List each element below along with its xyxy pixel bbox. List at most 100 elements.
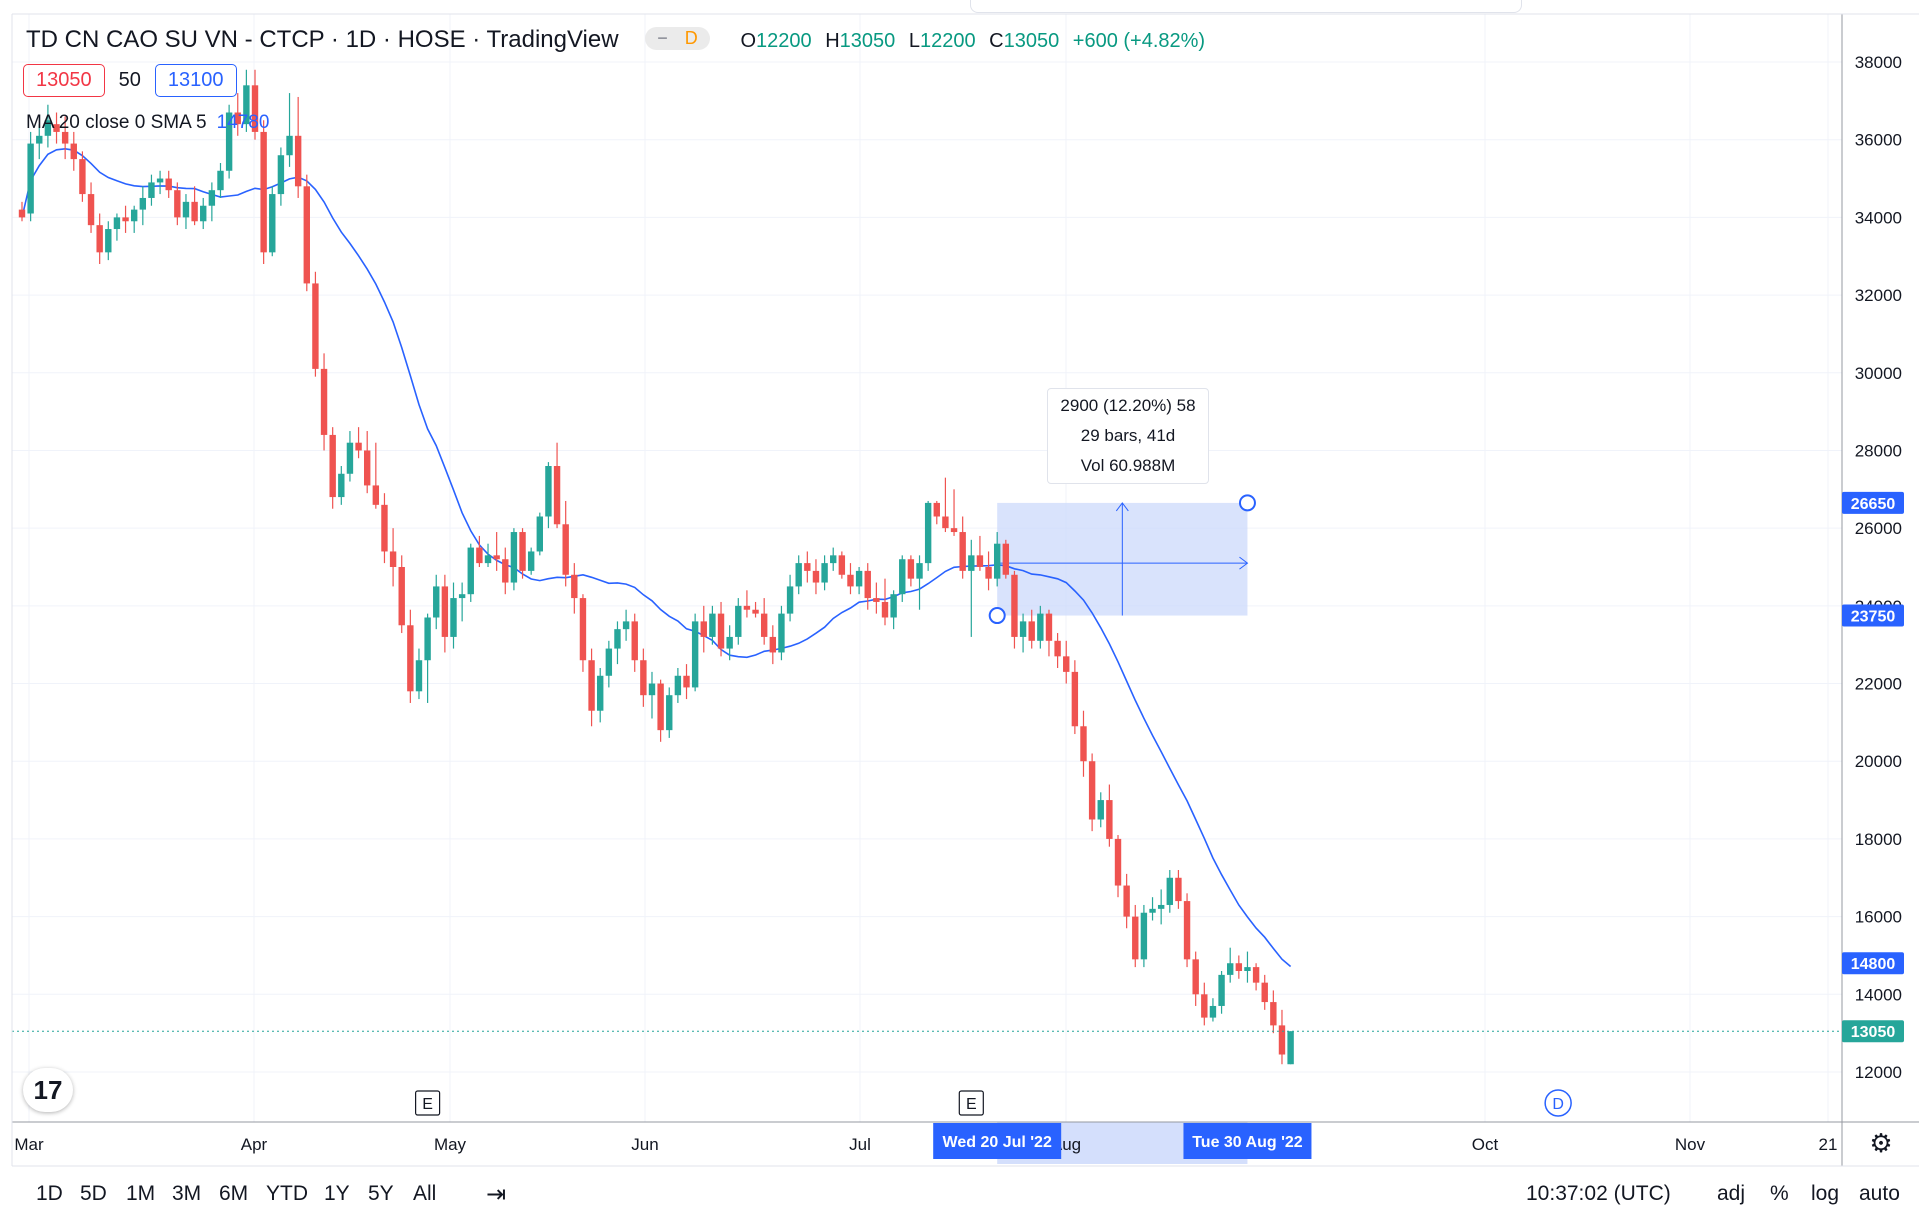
x-tick-label: Oct: [1472, 1135, 1499, 1154]
candle-body: [847, 574, 854, 587]
candle-body: [709, 613, 716, 637]
candle-body: [968, 555, 975, 571]
candle-body: [536, 516, 543, 552]
candle-body: [182, 201, 190, 218]
candle-body: [899, 559, 906, 595]
event-label: E: [966, 1096, 977, 1113]
candle-body: [493, 555, 500, 560]
adj-toggle[interactable]: adj: [1717, 1182, 1746, 1205]
range-ytd-button[interactable]: YTD: [266, 1182, 308, 1205]
y-tick-label: 12000: [1855, 1063, 1902, 1082]
range-3m-button[interactable]: 3M: [172, 1182, 202, 1205]
candle-body: [1054, 640, 1061, 657]
price-label-text: 13050: [1851, 1024, 1896, 1041]
candle-body: [942, 516, 949, 529]
settings-gear-icon[interactable]: ⚙: [1869, 1129, 1892, 1159]
candle-body: [1270, 1002, 1277, 1026]
candle-body: [1235, 963, 1243, 971]
candle-body: [269, 194, 276, 253]
candle-body: [1252, 967, 1260, 983]
high-label: H: [825, 30, 840, 52]
candle-body: [579, 598, 587, 661]
range-6m-button[interactable]: 6M: [219, 1182, 249, 1205]
price-label-box: [1842, 952, 1904, 975]
x-tick-label: Apr: [241, 1135, 268, 1154]
candle-body: [243, 85, 250, 125]
candle-body: [87, 194, 95, 226]
x-tick-label: Jun: [631, 1135, 658, 1154]
candle-body: [985, 567, 992, 579]
low-value: 12200: [919, 30, 976, 52]
chart-legend: TD CN CAO SU VN - CTCP · 1D · HOSE · Tra…: [26, 26, 1213, 54]
buy-button[interactable]: 13100: [154, 64, 237, 97]
range-1d-button[interactable]: 1D: [36, 1182, 63, 1205]
range-5d-button[interactable]: 5D: [80, 1182, 107, 1205]
candle-body: [726, 636, 733, 649]
candle-body: [174, 190, 181, 218]
ma-value: 14780: [216, 112, 270, 133]
y-tick-label: 18000: [1855, 830, 1902, 849]
price-label-text: 26650: [1851, 496, 1896, 513]
bottom-toolbar: 1D 5D 1M 3M 6M YTD 1Y 5Y All ⇥ 10:37:02 …: [0, 1172, 1919, 1218]
x-tick-label: Jul: [849, 1135, 871, 1154]
price-label-box: [1842, 491, 1904, 514]
measure-end-handle: [1238, 494, 1256, 512]
floating-toolbar-edge[interactable]: [970, 0, 1522, 13]
percent-toggle[interactable]: %: [1770, 1182, 1789, 1205]
goto-date-icon[interactable]: ⇥: [486, 1181, 507, 1208]
candle-body: [760, 613, 768, 637]
earnings-marker: [958, 1090, 984, 1116]
symbol-title[interactable]: TD CN CAO SU VN - CTCP · 1D · HOSE · Tra…: [26, 26, 619, 53]
indicator-legend[interactable]: MA 20 close 0 SMA 5 14780: [26, 112, 269, 134]
candles-layer: [18, 69, 1294, 1065]
event-label: E: [422, 1096, 433, 1113]
candle-body: [191, 201, 198, 222]
candle-body: [778, 613, 785, 653]
candle-body: [208, 190, 216, 206]
candle-body: [70, 143, 77, 160]
candle-body: [53, 124, 60, 132]
candle-body: [1261, 982, 1268, 1003]
candle-body: [743, 605, 751, 610]
status-pill[interactable]: − D: [645, 27, 710, 50]
candle-body: [916, 563, 923, 579]
candle-body: [890, 594, 897, 618]
candle-body: [1011, 574, 1018, 637]
candle-body: [458, 594, 466, 599]
candle-body: [1080, 726, 1087, 762]
range-1y-button[interactable]: 1Y: [324, 1182, 350, 1205]
sell-button[interactable]: 13050: [23, 64, 105, 97]
candle-body: [648, 683, 656, 696]
clock-time[interactable]: 10:37:02 (UTC): [1526, 1182, 1671, 1205]
range-all-button[interactable]: All: [413, 1182, 437, 1205]
candle-body: [1227, 963, 1234, 975]
candle-body: [1002, 543, 1010, 575]
auto-toggle[interactable]: auto: [1859, 1182, 1900, 1205]
candle-body: [950, 528, 958, 533]
candle-body: [631, 621, 638, 661]
range-1m-button[interactable]: 1M: [126, 1182, 156, 1205]
candle-body: [260, 131, 267, 253]
candle-body: [139, 197, 147, 210]
collapse-icon: −: [657, 28, 668, 48]
measure-range: [997, 502, 1249, 1164]
date-label-text: Wed 20 Jul '22: [943, 1134, 1052, 1151]
candle-body: [1244, 967, 1251, 971]
candle-body: [1097, 800, 1104, 820]
candle-body: [389, 551, 397, 567]
range-5y-button[interactable]: 5Y: [368, 1182, 394, 1205]
log-toggle[interactable]: log: [1811, 1182, 1840, 1205]
candle-body: [804, 563, 811, 571]
ma-label: MA 20 close 0 SMA 5: [26, 112, 207, 133]
candle-body: [61, 131, 69, 144]
candle-body: [476, 547, 483, 564]
candle-body: [96, 225, 103, 253]
event-label: D: [1552, 1096, 1564, 1113]
candle-body: [346, 442, 354, 474]
tradingview-logo-icon[interactable]: 17: [23, 1068, 73, 1112]
candle-body: [130, 209, 138, 222]
candle-body: [1287, 1031, 1294, 1065]
spread-value: 50: [118, 69, 141, 91]
candle-body: [553, 466, 561, 525]
